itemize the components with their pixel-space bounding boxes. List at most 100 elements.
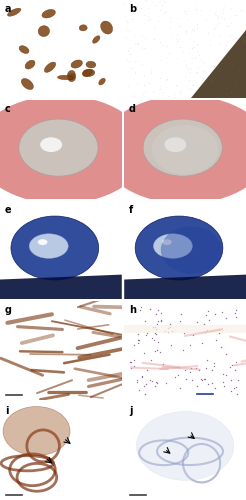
Point	[156, 306, 160, 314]
Point	[158, 348, 162, 356]
Point	[214, 24, 217, 32]
Point	[134, 58, 138, 66]
Point	[164, 83, 168, 91]
Text: f: f	[129, 204, 133, 214]
Point	[143, 317, 147, 325]
Point	[206, 307, 210, 315]
Point	[207, 316, 211, 324]
Point	[127, 83, 131, 91]
Point	[132, 92, 136, 100]
Point	[189, 364, 193, 372]
Point	[217, 329, 221, 337]
Point	[217, 68, 221, 76]
Point	[199, 376, 203, 384]
Point	[148, 376, 152, 384]
Point	[214, 10, 217, 18]
Point	[127, 47, 131, 55]
Point	[213, 310, 217, 318]
Point	[133, 31, 137, 39]
Point	[234, 313, 238, 321]
Point	[185, 28, 189, 36]
Point	[230, 19, 233, 27]
Point	[222, 6, 226, 14]
Ellipse shape	[86, 61, 96, 68]
Point	[150, 334, 154, 342]
Point	[224, 42, 228, 50]
Point	[185, 61, 189, 69]
Point	[154, 326, 158, 334]
Point	[188, 368, 192, 376]
Point	[213, 86, 217, 94]
Point	[169, 14, 173, 22]
Point	[136, 340, 140, 347]
Point	[229, 387, 233, 395]
Point	[229, 376, 233, 384]
Point	[181, 346, 185, 354]
Point	[159, 317, 163, 325]
Point	[183, 366, 187, 374]
Point	[182, 329, 186, 337]
Point	[220, 72, 224, 80]
Point	[132, 340, 136, 348]
Point	[143, 34, 147, 42]
Point	[204, 82, 208, 90]
Point	[205, 326, 209, 334]
Point	[224, 350, 228, 358]
Point	[202, 374, 206, 382]
Point	[176, 372, 180, 380]
Point	[179, 310, 183, 318]
Point	[127, 58, 131, 66]
Point	[221, 9, 225, 17]
Point	[125, 56, 129, 64]
Point	[224, 370, 228, 378]
Point	[140, 60, 144, 68]
Point	[230, 361, 234, 369]
Point	[185, 28, 189, 36]
Point	[151, 322, 154, 330]
Point	[219, 342, 223, 350]
Point	[153, 329, 157, 337]
Point	[217, 20, 221, 28]
Point	[154, 310, 158, 318]
Point	[226, 38, 230, 46]
Point	[233, 12, 237, 20]
Point	[206, 74, 210, 82]
Point	[158, 0, 162, 6]
Point	[229, 364, 232, 372]
Ellipse shape	[135, 216, 223, 280]
Point	[165, 54, 169, 62]
Point	[221, 370, 225, 378]
Point	[209, 88, 213, 96]
Point	[137, 386, 140, 394]
Point	[178, 36, 182, 44]
Point	[183, 8, 186, 16]
Point	[155, 379, 159, 387]
Point	[185, 65, 189, 73]
Point	[141, 32, 145, 40]
Point	[175, 37, 179, 45]
Point	[134, 68, 138, 76]
Point	[128, 358, 132, 366]
Ellipse shape	[42, 10, 55, 18]
Point	[137, 40, 140, 48]
Text: b: b	[129, 4, 136, 14]
Ellipse shape	[143, 119, 222, 176]
Point	[198, 92, 201, 100]
Point	[226, 22, 230, 30]
Point	[132, 356, 136, 364]
Point	[163, 327, 167, 335]
Ellipse shape	[79, 25, 87, 31]
Point	[191, 82, 195, 90]
Point	[179, 44, 183, 52]
Point	[136, 376, 139, 384]
Point	[204, 16, 208, 24]
Point	[224, 314, 228, 322]
Point	[220, 60, 224, 68]
Point	[161, 360, 165, 368]
Point	[140, 372, 144, 380]
Point	[124, 34, 128, 42]
Point	[235, 40, 239, 48]
Point	[123, 0, 127, 8]
Point	[192, 91, 196, 99]
Point	[146, 16, 150, 24]
